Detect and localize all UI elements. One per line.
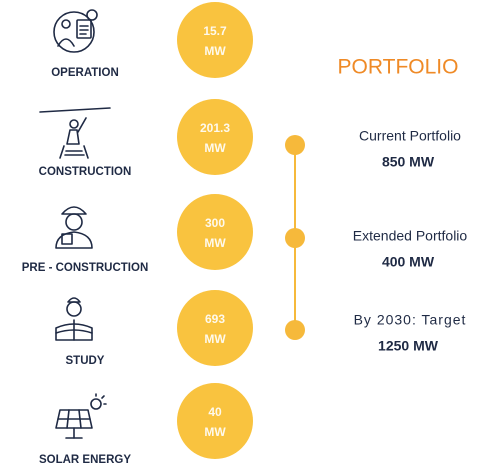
portfolio-label: Current Portfolio bbox=[359, 128, 461, 144]
solar-icon bbox=[55, 393, 107, 439]
stage-value: 201.3 bbox=[200, 121, 230, 135]
portfolio-value: 400 MW bbox=[382, 254, 435, 270]
construction-icon bbox=[39, 107, 111, 159]
stage-circle bbox=[177, 290, 253, 366]
timeline-dot bbox=[285, 135, 305, 155]
stage-label: OPERATION bbox=[51, 67, 119, 79]
stage-label: STUDY bbox=[66, 355, 105, 367]
portfolio-value: 1250 MW bbox=[378, 338, 439, 354]
timeline-dot bbox=[285, 228, 305, 248]
stage-label: SOLAR ENERGY bbox=[39, 454, 131, 466]
stage-unit: MW bbox=[204, 236, 226, 250]
portfolio-value: 850 MW bbox=[382, 154, 435, 170]
stage-unit: MW bbox=[204, 332, 226, 346]
stage-value: 693 bbox=[205, 312, 225, 326]
pre-construction-icon bbox=[55, 206, 93, 249]
stage-circle bbox=[177, 194, 253, 270]
stage-value: 15.7 bbox=[203, 24, 227, 38]
stage-circle bbox=[177, 99, 253, 175]
stage-label: PRE - CONSTRUCTION bbox=[22, 262, 149, 274]
portfolio-label: Extended Portfolio bbox=[353, 228, 468, 244]
stage-value: 40 bbox=[208, 405, 222, 419]
portfolio-title: PORTFOLIO bbox=[338, 56, 459, 79]
stage-unit: MW bbox=[204, 141, 226, 155]
stage-circle bbox=[177, 2, 253, 78]
portfolio-label: By 2030: Target bbox=[354, 312, 467, 328]
stage-unit: MW bbox=[204, 44, 226, 58]
stage-value: 300 bbox=[205, 216, 225, 230]
stage-circle bbox=[177, 383, 253, 459]
study-icon bbox=[55, 297, 93, 341]
timeline-dot bbox=[285, 320, 305, 340]
stage-label: CONSTRUCTION bbox=[39, 166, 132, 178]
stage-unit: MW bbox=[204, 425, 226, 439]
operation-icon bbox=[53, 9, 98, 53]
